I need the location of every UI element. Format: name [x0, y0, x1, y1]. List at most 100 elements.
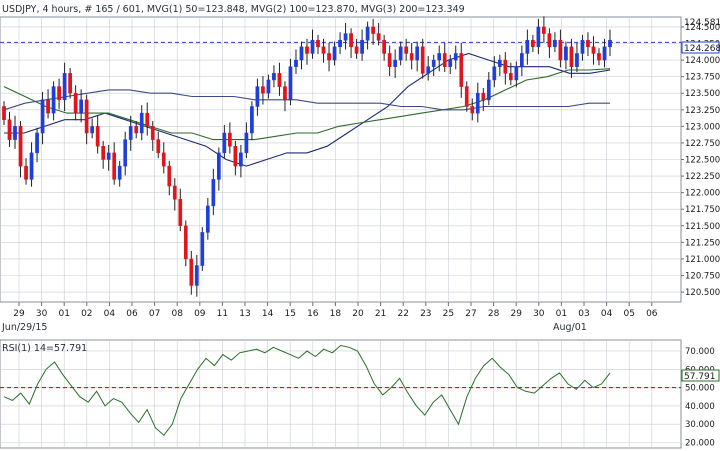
time-tick-label: 29 [13, 309, 25, 319]
candle-body [150, 126, 155, 140]
candle-body [134, 126, 139, 134]
candle-body [62, 73, 67, 101]
time-axis: 29 30 01 02 04 06 07 08 09 11 13 14 15 16 18 20 21 22 23 25… [13, 302, 658, 319]
candle-body [294, 59, 298, 67]
time-tick-label: 05 [623, 309, 634, 319]
candle-body [266, 79, 271, 94]
candle-body [464, 86, 469, 107]
candle-body [194, 265, 199, 286]
candle-body [178, 199, 183, 227]
candle-body [553, 39, 557, 48]
candle-body [139, 112, 144, 134]
candle-body [310, 39, 315, 54]
candle-body [575, 53, 579, 67]
candle-body [101, 145, 106, 160]
rsi-tag-box [681, 369, 720, 382]
rsi-series [3, 344, 611, 436]
candle-body [7, 119, 12, 140]
candle-body [503, 59, 508, 74]
price-tick-label: 124.000 [685, 56, 720, 66]
candle-body [542, 26, 546, 34]
price-tick-label: 121.250 [685, 238, 720, 248]
time-tick-label: 25 [443, 309, 454, 319]
candle-body [520, 53, 524, 67]
price-tag-current: 124.268 [684, 44, 720, 54]
candle-body [255, 86, 260, 107]
candle-body [404, 46, 409, 54]
candle-body [73, 92, 78, 114]
candle-body [426, 66, 431, 74]
price-tick-label: 120.500 [685, 288, 720, 298]
time-tick-label: 29 [510, 309, 522, 319]
price-tick-label: 121.750 [685, 205, 720, 215]
candle-body [393, 59, 397, 67]
rsi-tick-label: 70.000 [685, 347, 715, 357]
price-tag-high: 124.581 [684, 18, 720, 28]
candle-body [24, 165, 28, 180]
time-tick-label: 28 [488, 309, 500, 319]
candle-body [183, 225, 188, 260]
price-tick-label: 123.750 [685, 73, 720, 83]
candle-body [580, 39, 585, 54]
time-tick-label: 20 [352, 309, 364, 319]
candle-body [250, 106, 254, 134]
candle-body [217, 152, 221, 180]
price-tick-label: 123.500 [685, 89, 720, 99]
candle-body [239, 152, 243, 167]
candle-body [591, 46, 596, 54]
price-tick-label: 120.750 [685, 271, 720, 281]
candle-body [145, 112, 150, 127]
candle-body [602, 46, 607, 61]
candle-body [46, 99, 50, 114]
time-tick-label: 15 [284, 309, 295, 319]
candle-body [481, 92, 486, 101]
time-tick-label: 04 [601, 309, 613, 319]
candle-body [288, 66, 293, 101]
candle-body [547, 33, 552, 48]
moving-average-line [3, 89, 610, 111]
candle-body [211, 179, 216, 207]
time-tick-label: 06 [126, 309, 138, 319]
candle-body [492, 66, 497, 81]
candle-body [420, 46, 425, 74]
price-tick-label: 123.250 [685, 106, 720, 116]
candle-body [531, 39, 535, 48]
time-tick-label: 30 [36, 309, 48, 319]
candle-body [35, 132, 39, 154]
candle-body [508, 73, 513, 81]
candle-body [398, 46, 403, 61]
candle-body [371, 26, 375, 34]
candle-body [470, 106, 475, 114]
candle-body [586, 39, 590, 48]
candle-body [277, 73, 282, 87]
candle-body [90, 126, 94, 134]
rsi-tick-label: 20.000 [685, 439, 715, 449]
price-tick-label: 122.250 [685, 172, 720, 182]
rsi-line [3, 344, 611, 436]
candle-body [409, 53, 414, 61]
time-tick-label: 02 [81, 309, 92, 319]
candle-body [442, 53, 447, 67]
price-tick-label: 124.500 [685, 23, 720, 33]
candle-body [57, 86, 61, 101]
time-tick-label: 01 [556, 309, 567, 319]
rsi-tick-label: 50.000 [685, 384, 715, 394]
candle-body [161, 152, 166, 167]
candle-body [475, 92, 480, 114]
date-label-start: Jun/29/15 [1, 322, 47, 333]
candle-body [272, 73, 276, 81]
candle-body [354, 46, 359, 54]
candle-body [106, 152, 111, 160]
price-tick-label: 122.500 [685, 156, 720, 166]
candle-body [453, 53, 458, 61]
candle-body [261, 86, 265, 94]
time-tick-label: 18 [330, 309, 342, 319]
candle-body [365, 26, 370, 41]
time-tick-label: 16 [307, 309, 319, 319]
candle-body [233, 145, 238, 167]
time-tick-label: 14 [262, 309, 274, 319]
candle-body [84, 99, 89, 134]
candle-body [569, 46, 574, 67]
candle-body [360, 39, 364, 54]
